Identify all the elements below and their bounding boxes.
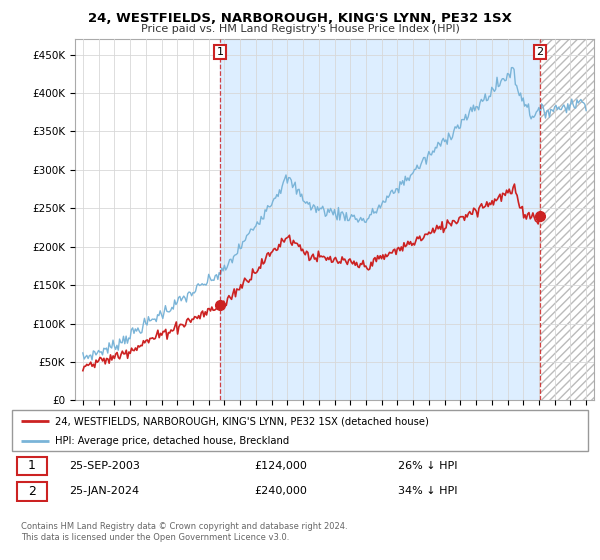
Text: Price paid vs. HM Land Registry's House Price Index (HPI): Price paid vs. HM Land Registry's House …: [140, 24, 460, 34]
Text: This data is licensed under the Open Government Licence v3.0.: This data is licensed under the Open Gov…: [21, 533, 289, 542]
Text: Contains HM Land Registry data © Crown copyright and database right 2024.: Contains HM Land Registry data © Crown c…: [21, 522, 347, 531]
Text: 1: 1: [28, 459, 35, 473]
FancyBboxPatch shape: [17, 482, 47, 501]
Text: 24, WESTFIELDS, NARBOROUGH, KING'S LYNN, PE32 1SX: 24, WESTFIELDS, NARBOROUGH, KING'S LYNN,…: [88, 12, 512, 25]
Text: 34% ↓ HPI: 34% ↓ HPI: [398, 486, 457, 496]
Text: 1: 1: [217, 47, 224, 57]
Bar: [540, 39, 594, 400]
Text: 24, WESTFIELDS, NARBOROUGH, KING'S LYNN, PE32 1SX (detached house): 24, WESTFIELDS, NARBOROUGH, KING'S LYNN,…: [55, 417, 429, 426]
Text: HPI: Average price, detached house, Breckland: HPI: Average price, detached house, Brec…: [55, 436, 289, 446]
Text: £124,000: £124,000: [254, 461, 307, 471]
Text: 25-SEP-2003: 25-SEP-2003: [70, 461, 140, 471]
Text: £240,000: £240,000: [254, 486, 307, 496]
Bar: [540, 39, 594, 400]
FancyBboxPatch shape: [17, 456, 47, 475]
Text: 25-JAN-2024: 25-JAN-2024: [70, 486, 140, 496]
Text: 2: 2: [536, 47, 544, 57]
Bar: [220, 39, 540, 400]
FancyBboxPatch shape: [12, 410, 588, 451]
Text: 2: 2: [28, 484, 35, 498]
Text: 26% ↓ HPI: 26% ↓ HPI: [398, 461, 457, 471]
